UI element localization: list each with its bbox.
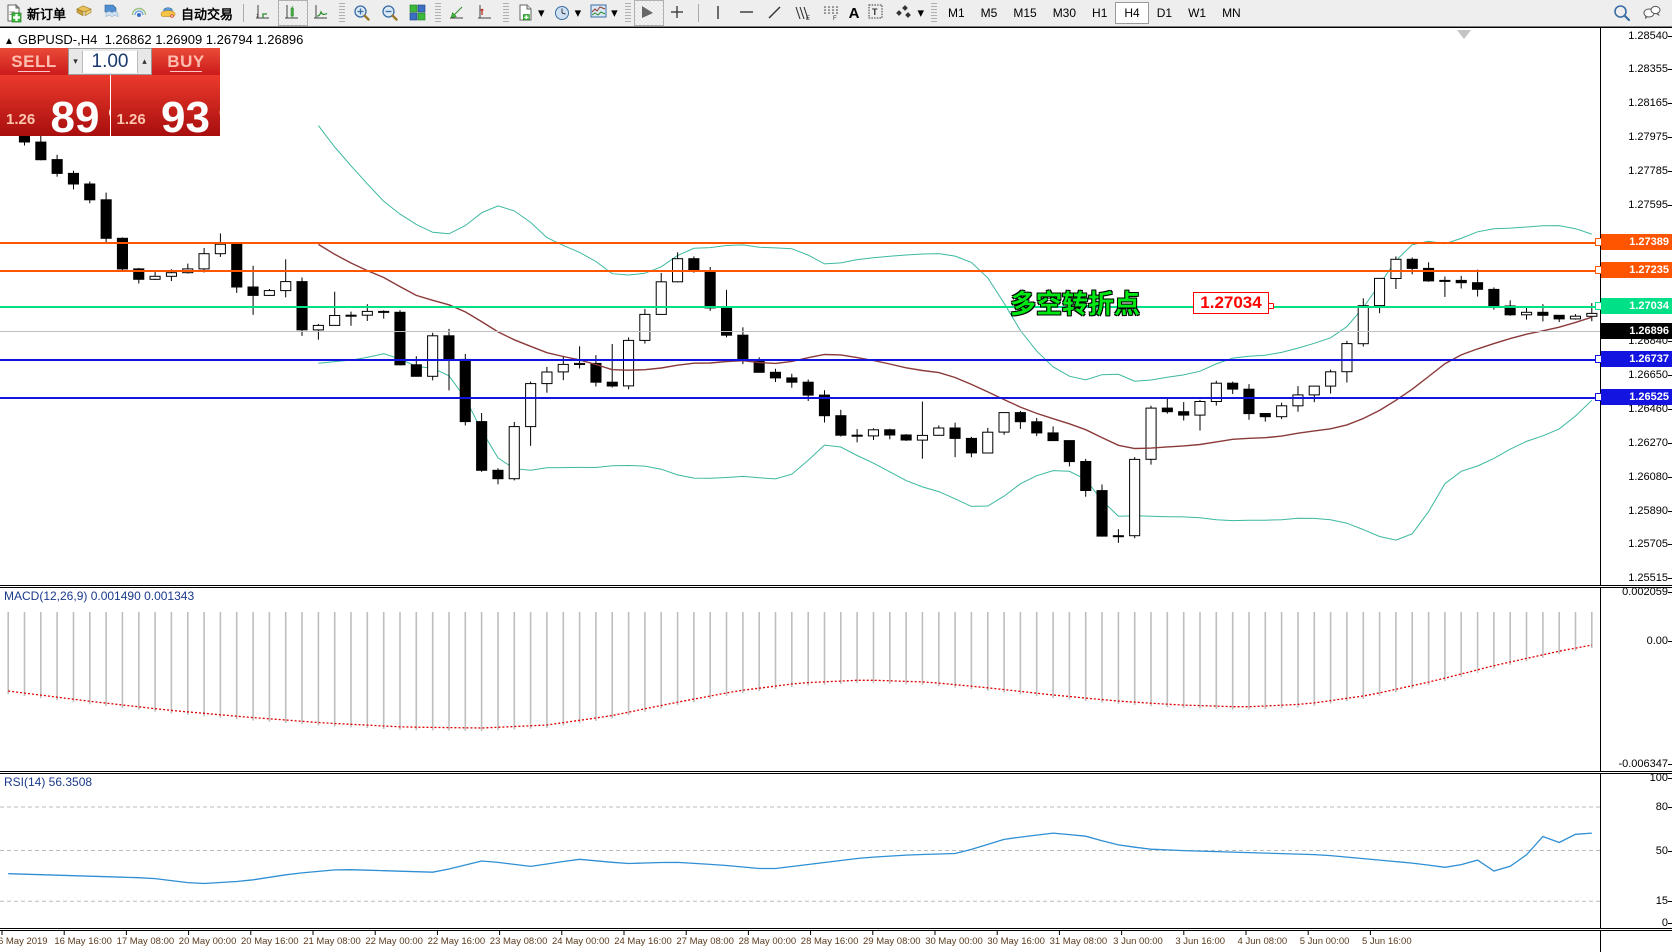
svg-text:E: E — [806, 16, 810, 22]
svg-text:T: T — [872, 7, 878, 17]
svg-text:F: F — [833, 16, 837, 22]
